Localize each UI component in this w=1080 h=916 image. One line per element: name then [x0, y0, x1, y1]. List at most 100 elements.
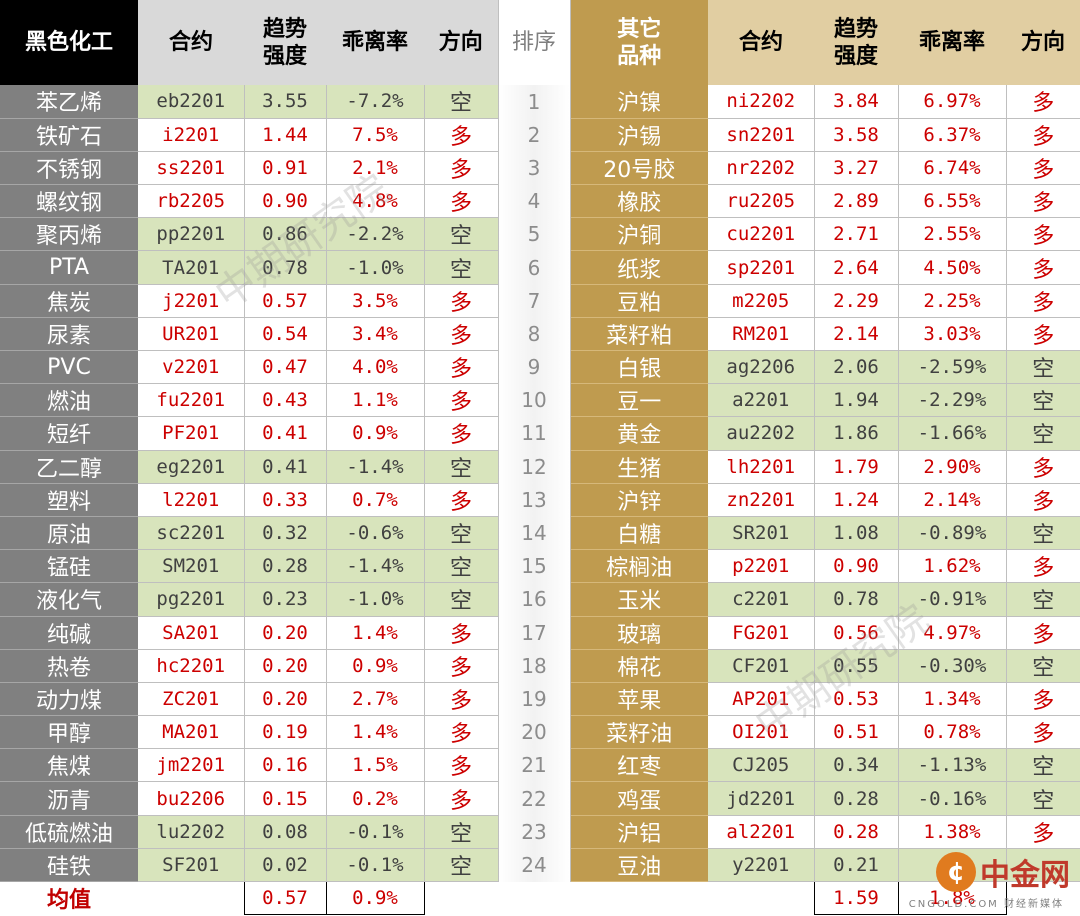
logo: ¢ 中金网 [936, 850, 1070, 894]
left-dev-cell: -0.1% [326, 848, 425, 883]
right-trend-cell: 3.84 [814, 85, 899, 119]
header-right-group: 其它 品种 [570, 0, 708, 85]
left-direction-cell: 空 [424, 516, 498, 551]
table-row: PTA TA201 0.78 -1.0% 空 6 纸浆 sp2201 2.64 4.50% 多 [0, 250, 1080, 285]
rank-cell: 19 [497, 682, 571, 716]
table-body: 苯乙烯 eb2201 3.55 -7.2% 空 1 沪镍 ni2202 3.84 6.97% 多铁矿… [0, 85, 1080, 915]
right-dev-cell: 6.55% [898, 184, 1007, 219]
right-dev-cell: 4.50% [898, 250, 1007, 285]
right-commodity-name: 菜籽粕 [570, 317, 708, 352]
left-commodity-name: 焦炭 [0, 284, 138, 318]
table-row: 不锈钢 ss2201 0.91 2.1% 多 3 20号胶 nr2202 3.27 6.74% 多 [0, 151, 1080, 186]
table-row: 硅铁 SF201 0.02 -0.1% 空 24 豆油 y2201 0.21 [0, 848, 1080, 883]
left-trend-cell: 0.16 [244, 748, 327, 783]
left-dev-cell: -1.0% [326, 582, 425, 617]
table-row: 聚丙烯 pp2201 0.86 -2.2% 空 5 沪铜 cu2201 2.71 2.55% 多 [0, 217, 1080, 252]
right-commodity-name: 沪镍 [570, 85, 708, 119]
right-commodity-name: 棕榈油 [570, 549, 708, 584]
left-trend-cell: 0.41 [244, 416, 327, 451]
right-contract-cell: lh2201 [708, 450, 815, 484]
right-commodity-name: 橡胶 [570, 184, 708, 219]
right-contract-cell: sp2201 [708, 250, 815, 285]
right-trend-cell: 0.28 [814, 815, 899, 849]
right-direction-cell: 多 [1006, 682, 1080, 717]
right-contract-cell: cu2201 [708, 217, 815, 252]
right-dev-cell: -2.59% [898, 350, 1007, 385]
right-direction-cell: 多 [1006, 118, 1080, 152]
right-direction-cell: 空 [1006, 350, 1080, 385]
left-trend-cell: 0.32 [244, 516, 327, 551]
left-direction-cell: 多 [424, 483, 498, 517]
right-contract-cell: RM201 [708, 317, 815, 352]
left-trend-cell: 0.86 [244, 217, 327, 252]
right-commodity-name: 苹果 [570, 682, 708, 717]
left-direction-cell: 多 [424, 184, 498, 219]
right-trend-cell: 0.90 [814, 549, 899, 584]
right-commodity-name: 沪锌 [570, 483, 708, 517]
rank-cell: 1 [497, 85, 571, 119]
left-direction-cell: 多 [424, 383, 498, 418]
rank-cell: 6 [497, 250, 571, 285]
left-direction-cell: 多 [424, 284, 498, 318]
left-trend-cell: 0.15 [244, 781, 327, 816]
left-direction-cell: 空 [424, 217, 498, 252]
right-trend-cell: 0.55 [814, 649, 899, 683]
header-direction-left: 方向 [424, 0, 498, 85]
left-trend-cell: 0.54 [244, 317, 327, 352]
table-row: 尿素 UR201 0.54 3.4% 多 8 菜籽粕 RM201 2.14 3.03% 多 [0, 317, 1080, 352]
right-direction-cell: 多 [1006, 284, 1080, 318]
right-trend-cell: 1.79 [814, 450, 899, 484]
left-dev-cell: 0.9% [326, 416, 425, 451]
left-dev-cell: -7.2% [326, 85, 425, 119]
left-dev-cell: 0.7% [326, 483, 425, 517]
left-direction-cell: 多 [424, 616, 498, 650]
right-commodity-name: 纸浆 [570, 250, 708, 285]
left-dev-cell: 4.8% [326, 184, 425, 219]
right-contract-cell: c2201 [708, 582, 815, 617]
table-row: 铁矿石 i2201 1.44 7.5% 多 2 沪锡 sn2201 3.58 6.37% 多 [0, 118, 1080, 152]
left-trend-cell: 1.44 [244, 118, 327, 152]
left-commodity-name: 铁矿石 [0, 118, 138, 152]
left-commodity-name: 动力煤 [0, 682, 138, 717]
right-dev-cell: 1.34% [898, 682, 1007, 717]
left-dev-cell: -2.2% [326, 217, 425, 252]
right-dev-cell: 2.55% [898, 217, 1007, 252]
left-dev-cell: 1.4% [326, 616, 425, 650]
table-row: 焦炭 j2201 0.57 3.5% 多 7 豆粕 m2205 2.29 2.25% 多 [0, 284, 1080, 318]
left-dev-cell: -0.1% [326, 815, 425, 849]
right-trend-cell: 1.08 [814, 516, 899, 551]
rank-cell: 4 [497, 184, 571, 218]
right-commodity-name: 红枣 [570, 748, 708, 783]
left-trend-cell: 0.33 [244, 483, 327, 517]
left-dev-cell: -1.4% [326, 450, 425, 484]
left-contract-cell: fu2201 [138, 383, 245, 418]
right-direction-cell: 多 [1006, 549, 1080, 584]
right-contract-cell: jd2201 [708, 781, 815, 816]
right-commodity-name: 鸡蛋 [570, 781, 708, 816]
left-commodity-name: 甲醇 [0, 715, 138, 750]
right-direction-cell: 空 [1006, 748, 1080, 783]
table-row: 锰硅 SM201 0.28 -1.4% 空 15 棕榈油 p2201 0.90 1.62% 多 [0, 549, 1080, 584]
right-commodity-name: 白银 [570, 350, 708, 385]
right-contract-cell: AP201 [708, 682, 815, 717]
right-contract-cell: sn2201 [708, 118, 815, 152]
left-trend-cell: 0.23 [244, 582, 327, 617]
header-row: 黑色化工 合约 趋势 强度 乖离率 方向 排序 其它 品种 合约 趋势 强度 乖离率 … [0, 0, 1080, 85]
left-direction-cell: 空 [424, 549, 498, 584]
header-deviation-right: 乖离率 [898, 0, 1006, 85]
left-commodity-name: 苯乙烯 [0, 85, 138, 119]
left-commodity-name: PTA [0, 250, 138, 285]
right-commodity-name: 玉米 [570, 582, 708, 617]
right-commodity-name: 沪锡 [570, 118, 708, 152]
right-dev-cell: 2.90% [898, 450, 1007, 484]
right-commodity-name: 白糖 [570, 516, 708, 551]
header-direction-right: 方向 [1006, 0, 1080, 85]
left-commodity-name: 液化气 [0, 582, 138, 617]
right-direction-cell: 多 [1006, 715, 1080, 750]
left-dev-cell: -1.0% [326, 250, 425, 285]
table-row: 燃油 fu2201 0.43 1.1% 多 10 豆一 a2201 1.94 -2.29% 空 [0, 383, 1080, 418]
right-direction-cell: 空 [1006, 516, 1080, 551]
left-direction-cell: 多 [424, 317, 498, 352]
left-commodity-name: 锰硅 [0, 549, 138, 584]
